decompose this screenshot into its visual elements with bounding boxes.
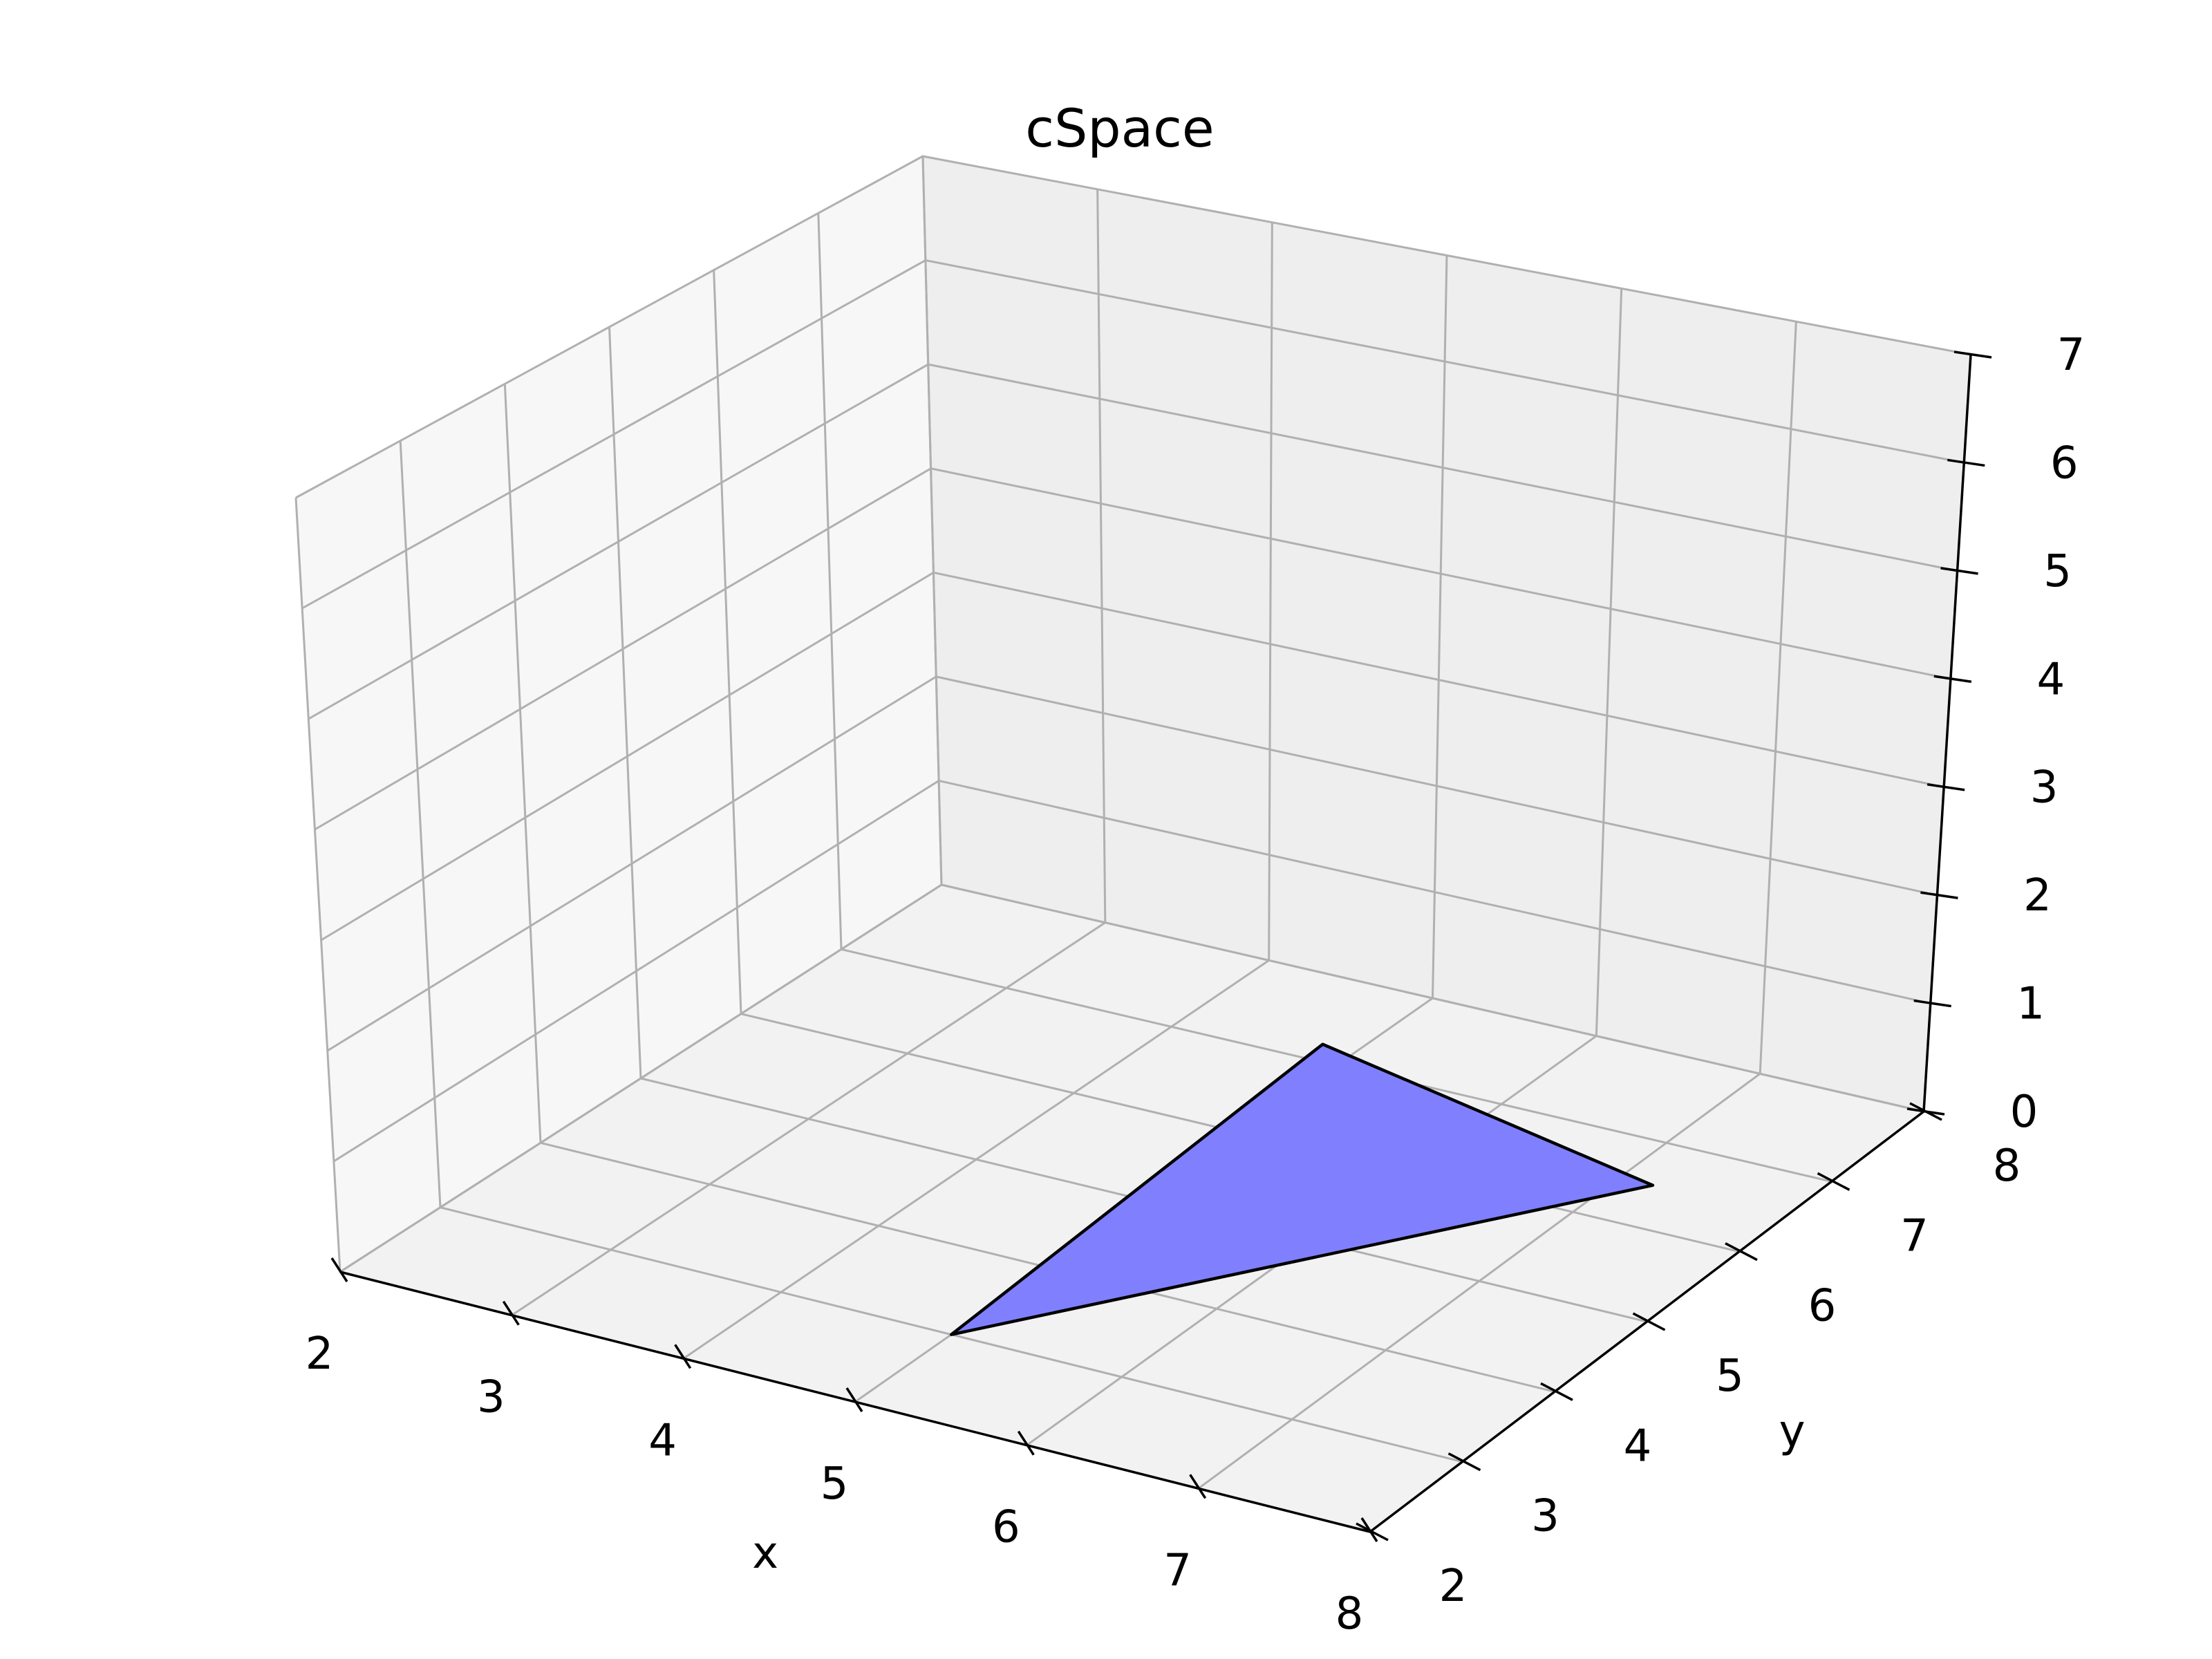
- z-tick-label: 3: [2030, 762, 2059, 814]
- y-tick-label: 8: [1993, 1141, 2021, 1192]
- grid-line-z: [314, 467, 1951, 831]
- grid-line-z: [308, 363, 1958, 720]
- y-tick: [1447, 1452, 1481, 1472]
- z-tick-label: 0: [2010, 1087, 2038, 1138]
- y-tick: [1356, 1522, 1389, 1541]
- z-tick-label: 1: [2016, 979, 2045, 1030]
- z-tick: [1940, 567, 1978, 575]
- z-axis-line: [1922, 354, 1972, 1112]
- grid-line-z: [339, 883, 1924, 1273]
- grid-line-z: [320, 571, 1944, 941]
- z-tick-label: 7: [2057, 330, 2086, 381]
- x-tick-label: 2: [306, 1329, 334, 1380]
- z-tick: [1920, 891, 1958, 899]
- y-tick-label: 4: [1624, 1421, 1652, 1472]
- y-tick: [1725, 1242, 1758, 1262]
- grid-line-z: [301, 259, 1965, 610]
- y-tick-label: 7: [1900, 1210, 1929, 1262]
- chart-title: cSpace: [1025, 97, 1214, 159]
- y-tick: [1632, 1312, 1666, 1331]
- x-tick-label: 7: [1163, 1545, 1192, 1596]
- y-tick-label: 3: [1531, 1491, 1559, 1542]
- x-tick-label: 4: [648, 1415, 677, 1466]
- z-tick-label: 6: [2050, 438, 2079, 489]
- x-tick-label: 6: [992, 1502, 1020, 1553]
- z-tick: [1927, 782, 1965, 791]
- z-tick-label: 4: [2036, 654, 2065, 705]
- x-tick: [674, 1344, 692, 1369]
- y-axis-label: y: [1779, 1406, 1806, 1457]
- x-tick: [1189, 1474, 1207, 1499]
- x-tick: [502, 1300, 520, 1326]
- x-axis-label: x: [752, 1528, 778, 1579]
- x-tick-label: 8: [1335, 1588, 1364, 1640]
- tick-marks: [330, 350, 1992, 1542]
- triangle-surface: [950, 1042, 1655, 1336]
- grid-line-z: [333, 779, 1931, 1163]
- z-tick: [1953, 350, 1992, 359]
- z-tick: [1933, 675, 1972, 684]
- z-tick-label: 2: [2023, 870, 2052, 921]
- y-tick: [1817, 1172, 1850, 1191]
- grid-line-z: [295, 155, 1971, 499]
- y-tick: [1540, 1382, 1573, 1401]
- x-tick-label: 5: [821, 1459, 849, 1510]
- y-tick-label: 2: [1439, 1561, 1468, 1612]
- z-tick: [1947, 458, 1985, 467]
- grid-line-z: [326, 675, 1938, 1052]
- z-tick-label: 5: [2043, 546, 2072, 597]
- x-tick: [330, 1257, 348, 1282]
- z-tick: [1913, 999, 1951, 1008]
- x-tick: [1017, 1430, 1035, 1456]
- data-marks: [950, 1042, 1655, 1336]
- x-tick: [845, 1387, 863, 1412]
- x-tick-label: 3: [477, 1372, 505, 1423]
- y-tick-label: 6: [1808, 1281, 1837, 1332]
- z-tick: [1906, 1107, 1945, 1116]
- y-tick-label: 5: [1716, 1351, 1744, 1402]
